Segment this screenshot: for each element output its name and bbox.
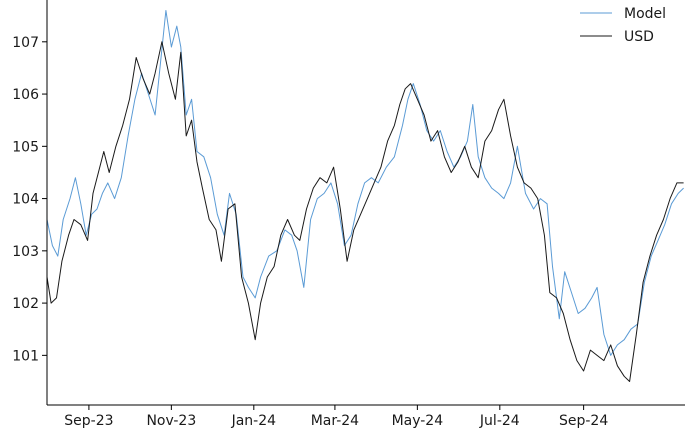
series-line-usd	[46, 41, 684, 382]
legend: Model USD	[580, 6, 666, 45]
y-tick-label: 106	[12, 87, 39, 103]
x-tick-label: May-24	[392, 413, 444, 429]
y-tick-label: 107	[12, 35, 39, 51]
x-tick-label: Jan-24	[231, 413, 277, 429]
x-tick-label: Sep-23	[64, 413, 113, 429]
y-axis-ticks: 101 102 103 104 105 106 107	[12, 35, 47, 364]
y-tick-label: 102	[12, 296, 39, 312]
series-layer	[46, 10, 684, 382]
x-tick-label: Jul-24	[479, 413, 520, 429]
legend-label-model: Model	[624, 6, 666, 22]
x-tick-label: Nov-23	[146, 413, 196, 429]
series-line-model	[46, 10, 684, 356]
y-tick-label: 101	[12, 348, 39, 364]
x-tick-label: Sep-24	[559, 413, 608, 429]
x-axis-ticks: Sep-23 Nov-23 Jan-24 Mar-24 May-24 Jul-24 Sep-…	[64, 405, 608, 429]
legend-label-usd: USD	[624, 29, 654, 45]
y-tick-label: 103	[12, 244, 39, 260]
y-tick-label: 104	[12, 192, 39, 208]
x-tick-label: Mar-24	[311, 413, 359, 429]
plot-area	[46, 10, 684, 382]
y-tick-label: 105	[12, 139, 39, 155]
